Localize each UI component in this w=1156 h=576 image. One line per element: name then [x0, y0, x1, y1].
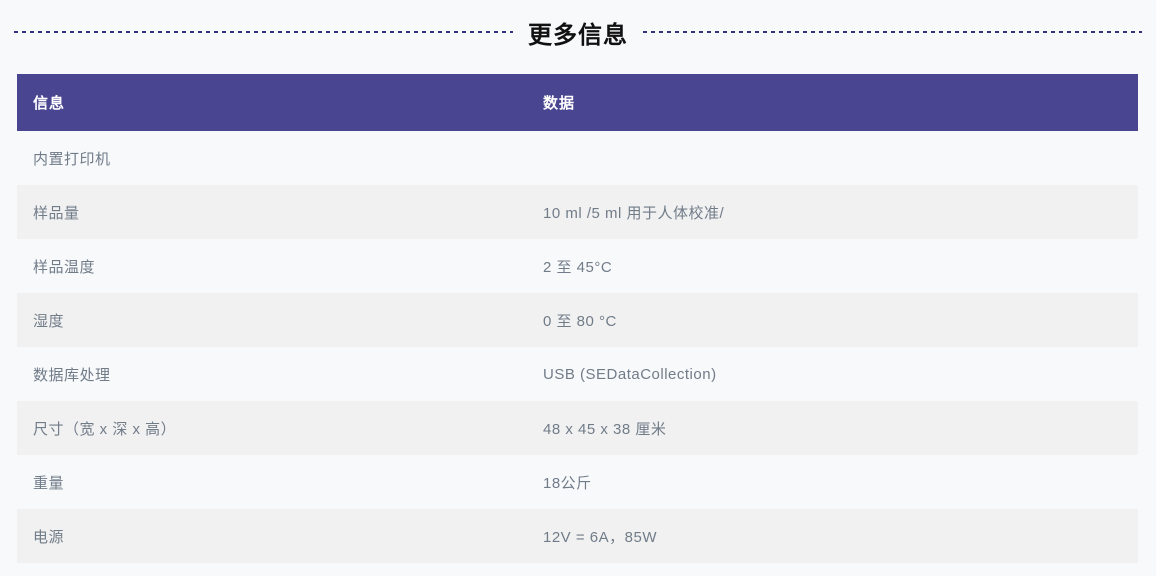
title-dash-left [14, 31, 513, 33]
spec-table-body: 内置打印机样品量 10 ml /5 ml 用于人体校准/样品温度 2 至 45°C 湿… [17, 131, 1138, 563]
data-cell [527, 131, 1138, 185]
info-cell: 内置打印机 [33, 150, 111, 168]
data-cell: USB (SEDataCollection) [543, 365, 717, 383]
header-cell-data: 数据 [543, 95, 576, 112]
table-row: 尺寸（宽 x 深 x 高） 48 x 45 x 38 厘米 [17, 401, 1138, 455]
data-cell: 12V = 6A，85W [543, 528, 657, 546]
table-row: 湿度 0 至 80 °C [17, 293, 1138, 347]
title-dash-right [643, 31, 1142, 33]
data-cell: 10 ml /5 ml 用于人体校准/ [543, 204, 725, 222]
data-cell: 2 至 45°C [543, 258, 613, 276]
table-row: 样品量 10 ml /5 ml 用于人体校准/ [17, 185, 1138, 239]
info-cell: 重量 [33, 474, 65, 492]
info-cell: 样品量 [33, 204, 80, 222]
info-cell: 电源 [33, 528, 65, 546]
page-title: 更多信息 [528, 21, 628, 49]
info-cell: 数据库处理 [33, 366, 111, 384]
data-cell: 0 至 80 °C [543, 312, 617, 330]
section-title-row: 更多信息 [0, 14, 1156, 50]
table-row: 重量 18公斤 [17, 455, 1138, 509]
data-cell: 48 x 45 x 38 厘米 [543, 420, 667, 438]
table-row: 样品温度 2 至 45°C [17, 239, 1138, 293]
info-cell: 湿度 [33, 312, 65, 330]
table-row: 电源 12V = 6A，85W [17, 509, 1138, 563]
info-cell: 样品温度 [33, 258, 96, 276]
table-row: 数据库处理 USB (SEDataCollection) [17, 347, 1138, 401]
info-cell: 尺寸（宽 x 深 x 高） [33, 420, 177, 438]
table-row: 内置打印机 [17, 131, 1138, 185]
data-cell: 18公斤 [543, 474, 592, 492]
spec-table-header: 信息 数据 [17, 74, 1138, 131]
spec-table: 信息 数据 内置打印机样品量 10 ml /5 ml 用于人体校准/样品温度 2 至… [17, 74, 1138, 563]
header-cell-info: 信息 [33, 95, 66, 112]
